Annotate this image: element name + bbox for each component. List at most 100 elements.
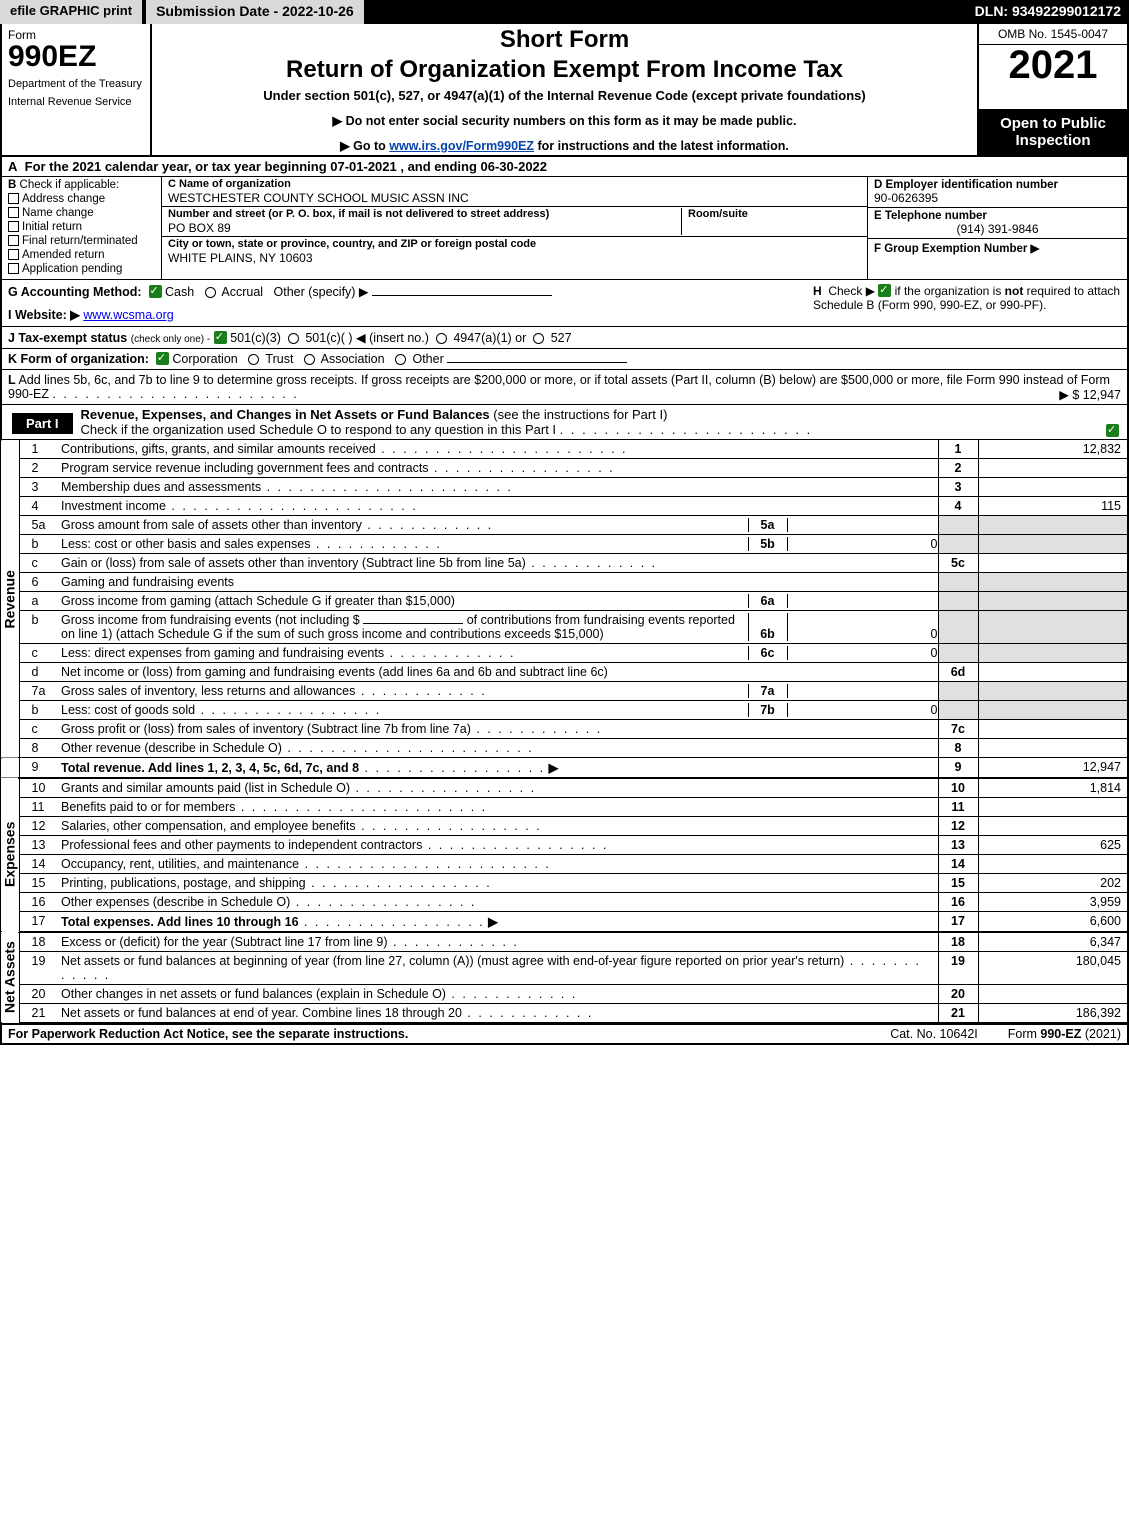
l6d-desc: Net income or (loss) from gaming and fun…: [61, 665, 608, 679]
row-h: H Check ▶ if the organization is not req…: [807, 280, 1127, 326]
website-link[interactable]: www.wcsma.org: [83, 308, 173, 322]
l14-num: 14: [19, 855, 55, 874]
g-label: G Accounting Method:: [8, 285, 142, 299]
efile-print-button[interactable]: efile GRAPHIC print: [0, 0, 144, 24]
l13-num: 13: [19, 836, 55, 855]
j-527-radio[interactable]: [533, 333, 544, 344]
l7c-dots: [471, 722, 602, 736]
open-public-inspection: Open to Public Inspection: [979, 109, 1127, 155]
g-other-label: Other (specify) ▶: [274, 285, 369, 299]
chk-initial-return[interactable]: Initial return: [8, 221, 155, 233]
l6-desc: Gaming and fundraising events: [55, 573, 938, 592]
l15-rval: 202: [978, 874, 1128, 893]
l15-dots: [306, 876, 492, 890]
l7c-desc: Gross profit or (loss) from sales of inv…: [61, 722, 471, 736]
k-other-field[interactable]: [447, 362, 627, 363]
chk-name-change[interactable]: Name change: [8, 207, 155, 219]
row-g: G Accounting Method: Cash Accrual Other …: [2, 280, 807, 326]
j-4947-label: 4947(a)(1) or: [453, 331, 526, 345]
l6d-num: d: [19, 663, 55, 682]
l4-rval: 115: [978, 497, 1128, 516]
l5c-desc: Gain or (loss) from sale of assets other…: [61, 556, 526, 570]
chk-address-change[interactable]: Address change: [8, 193, 155, 205]
chk-amended-return[interactable]: Amended return: [8, 249, 155, 261]
goto-post: for instructions and the latest informat…: [534, 139, 789, 153]
l6b-amount-field[interactable]: [363, 623, 463, 624]
l6c-num: c: [19, 644, 55, 663]
l12-rval: [978, 817, 1128, 836]
l17-rval: 6,600: [978, 912, 1128, 933]
chk-address-change-label: Address change: [22, 193, 105, 205]
l6b-desc1: Gross income from fundraising events (no…: [61, 613, 360, 627]
l19-rnum: 19: [938, 952, 978, 985]
e-phone-label: E Telephone number: [874, 210, 1121, 222]
l7b-sb: 7b: [748, 703, 788, 717]
footer-right-pre: Form: [1008, 1027, 1041, 1041]
goto-link[interactable]: www.irs.gov/Form990EZ: [389, 139, 534, 153]
k-trust-radio[interactable]: [248, 354, 259, 365]
l5b-dots: [310, 537, 441, 551]
l9-dots: [359, 761, 545, 775]
l1-rval: 12,832: [978, 440, 1128, 459]
part1-scheduleo-check-icon: [1106, 424, 1119, 437]
l8-dots: [282, 741, 534, 755]
l7b-sv: 0: [788, 703, 938, 717]
l1-rnum: 1: [938, 440, 978, 459]
row-a-text: For the 2021 calendar year, or tax year …: [25, 159, 547, 174]
k-other-radio[interactable]: [395, 354, 406, 365]
l17-num: 17: [19, 912, 55, 933]
row-gh: G Accounting Method: Cash Accrual Other …: [0, 280, 1129, 327]
l11-desc: Benefits paid to or for members: [61, 800, 235, 814]
d-ein-value: 90-0626395: [874, 191, 1121, 205]
l6a-rnum-shade: [938, 592, 978, 611]
short-form-title: Short Form: [158, 26, 971, 54]
lines-table: Revenue 1 Contributions, gifts, grants, …: [0, 440, 1129, 1024]
chk-application-pending[interactable]: Application pending: [8, 263, 155, 275]
l4-num: 4: [19, 497, 55, 516]
l20-rnum: 20: [938, 985, 978, 1004]
l16-rnum: 16: [938, 893, 978, 912]
l12-dots: [356, 819, 542, 833]
l18-dots: [388, 935, 519, 949]
footer-right-post: (2021): [1081, 1027, 1121, 1041]
l-dots: [52, 387, 298, 401]
h-check-icon: [878, 284, 891, 297]
l5a-desc: Gross amount from sale of assets other t…: [61, 518, 362, 532]
box-b: B Check if applicable: Address change Na…: [2, 177, 162, 279]
l20-desc: Other changes in net assets or fund bala…: [61, 987, 446, 1001]
l15-desc: Printing, publications, postage, and shi…: [61, 876, 306, 890]
l12-desc: Salaries, other compensation, and employ…: [61, 819, 356, 833]
row-a-lead: A: [8, 159, 17, 174]
l8-num: 8: [19, 739, 55, 758]
l8-desc: Other revenue (describe in Schedule O): [61, 741, 282, 755]
chk-final-return[interactable]: Final return/terminated: [8, 235, 155, 247]
l7a-sb: 7a: [748, 684, 788, 698]
goto-line: ▶ Go to www.irs.gov/Form990EZ for instru…: [158, 138, 971, 153]
footer-left: For Paperwork Reduction Act Notice, see …: [8, 1027, 860, 1041]
g-other-field[interactable]: [372, 295, 552, 296]
l5a-num: 5a: [19, 516, 55, 535]
l21-dots: [462, 1006, 593, 1020]
k-other-label: Other: [412, 352, 443, 366]
l5a-rval-shade: [978, 516, 1128, 535]
l18-rval: 6,347: [978, 932, 1128, 952]
l21-rval: 186,392: [978, 1004, 1128, 1024]
l10-num: 10: [19, 778, 55, 798]
l5b-rval-shade: [978, 535, 1128, 554]
g-accrual-radio[interactable]: [205, 287, 216, 298]
header-left: Form 990EZ Department of the Treasury In…: [2, 24, 152, 155]
l3-rnum: 3: [938, 478, 978, 497]
c-name-value: WESTCHESTER COUNTY SCHOOL MUSIC ASSN INC: [168, 191, 861, 205]
l21-desc: Net assets or fund balances at end of ye…: [61, 1006, 462, 1020]
l10-dots: [350, 781, 536, 795]
org-block: B Check if applicable: Address change Na…: [0, 177, 1129, 280]
j-4947-radio[interactable]: [436, 333, 447, 344]
l4-dots: [166, 499, 418, 513]
j-527-label: 527: [551, 331, 572, 345]
j-501c-radio[interactable]: [288, 333, 299, 344]
form-header: Form 990EZ Department of the Treasury In…: [0, 24, 1129, 157]
row-k: K Form of organization: Corporation Trus…: [0, 349, 1129, 370]
k-assoc-radio[interactable]: [304, 354, 315, 365]
footer: For Paperwork Reduction Act Notice, see …: [0, 1024, 1129, 1045]
l6-num: 6: [19, 573, 55, 592]
